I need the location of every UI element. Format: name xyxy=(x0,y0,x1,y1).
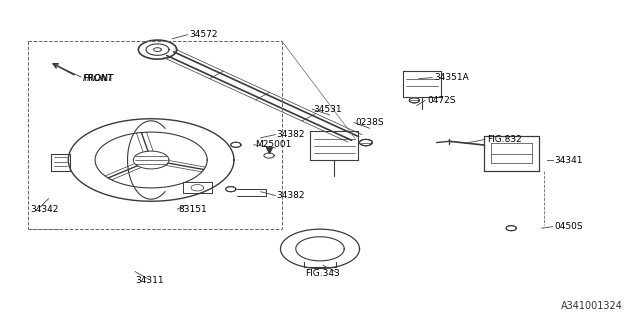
Polygon shape xyxy=(231,142,241,147)
Polygon shape xyxy=(409,98,419,103)
Text: 34382: 34382 xyxy=(276,130,305,139)
Text: FIG.343: FIG.343 xyxy=(305,269,339,278)
Text: 34342: 34342 xyxy=(31,205,59,214)
Text: A341001324: A341001324 xyxy=(561,301,623,311)
Polygon shape xyxy=(226,187,236,192)
Text: 34531: 34531 xyxy=(314,105,342,114)
Text: FIG.832: FIG.832 xyxy=(487,135,522,144)
Text: 0472S: 0472S xyxy=(427,96,456,105)
Text: 0450S: 0450S xyxy=(554,222,583,231)
Polygon shape xyxy=(506,226,516,231)
Polygon shape xyxy=(360,140,372,146)
Text: 34351A: 34351A xyxy=(435,73,470,82)
Text: M25001: M25001 xyxy=(255,140,291,149)
Text: 34382: 34382 xyxy=(276,191,305,200)
Text: FRONT: FRONT xyxy=(83,74,113,83)
Text: 34341: 34341 xyxy=(554,156,583,164)
Text: 0238S: 0238S xyxy=(356,118,384,127)
Text: 34572: 34572 xyxy=(189,30,218,39)
Text: 83151: 83151 xyxy=(179,205,207,214)
Text: 34311: 34311 xyxy=(135,276,164,285)
Text: FRONT: FRONT xyxy=(83,74,114,83)
